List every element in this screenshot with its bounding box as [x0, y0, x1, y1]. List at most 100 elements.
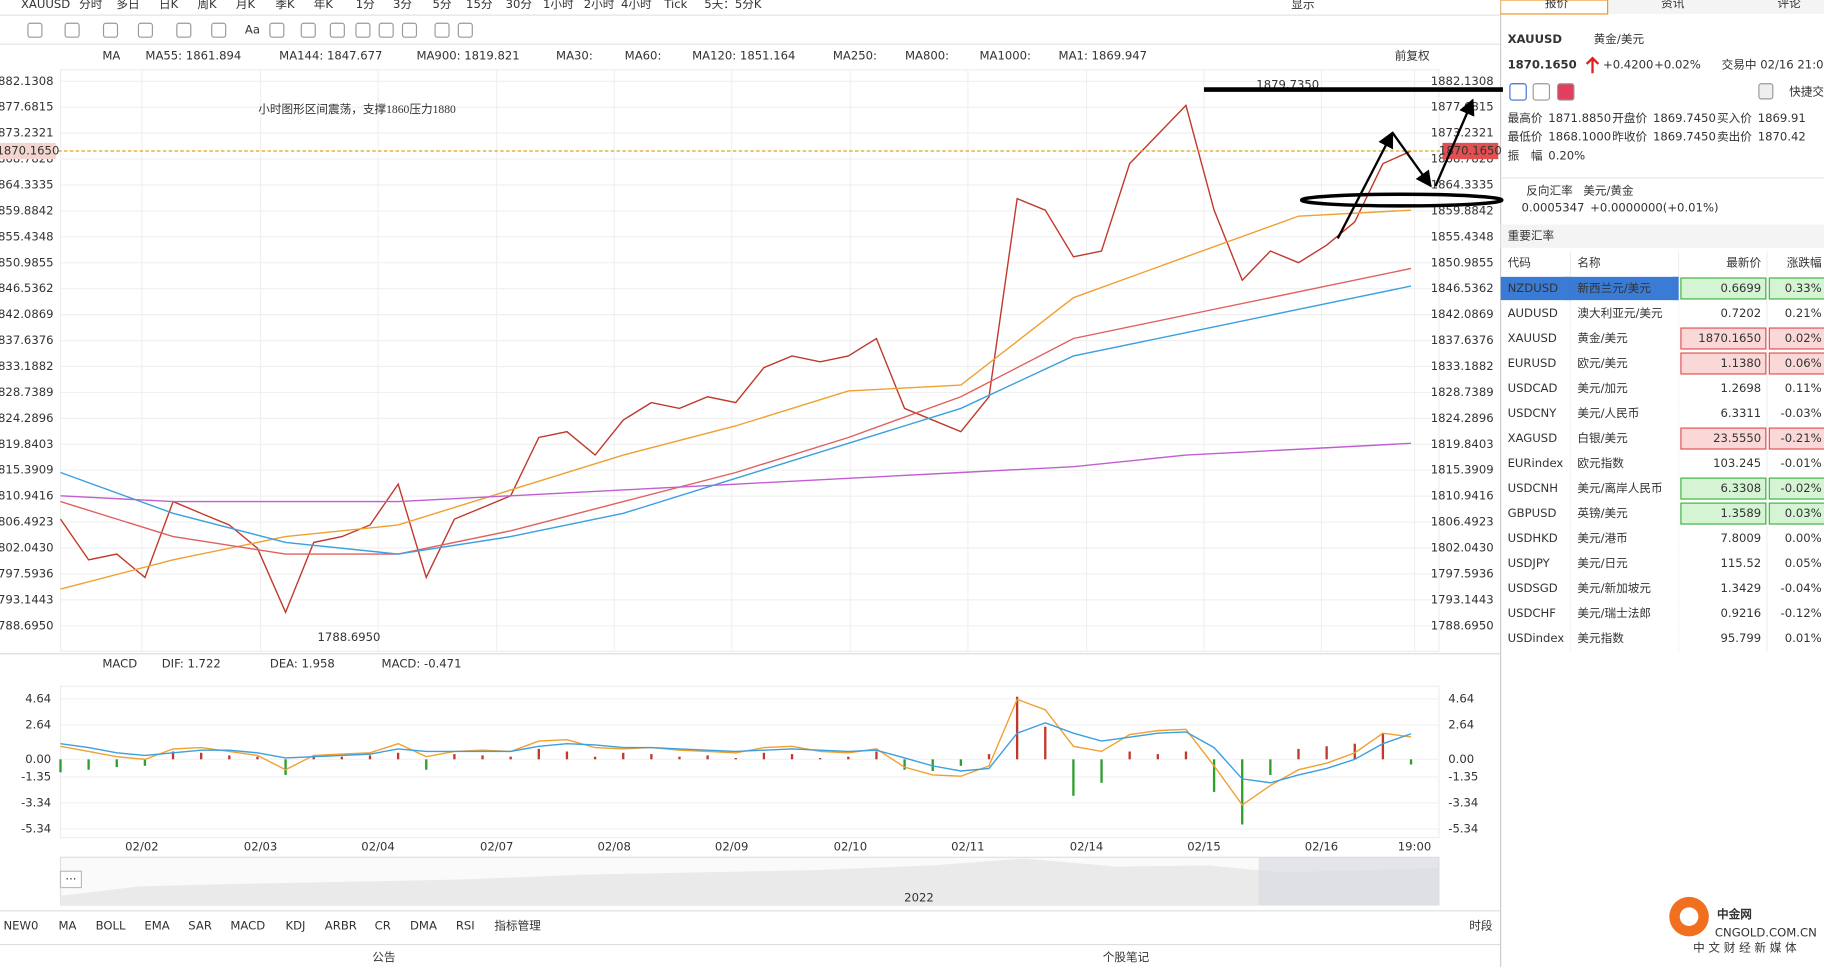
cell-mask	[1672, 526, 1679, 551]
row-code[interactable]: USDJPY	[1508, 556, 1551, 570]
period-tab[interactable]: 30分	[506, 0, 533, 11]
indicator-manage[interactable]: 指标管理	[494, 918, 541, 932]
symbol-tab: XAUUSD	[21, 0, 70, 11]
row-name[interactable]: 澳大利亚元/美元	[1577, 306, 1663, 320]
row-name[interactable]: 欧元/美元	[1577, 356, 1628, 370]
row-name[interactable]: 美元/离岸人民币	[1577, 481, 1662, 495]
indicator-tab[interactable]: BOLL	[96, 918, 126, 932]
row-code[interactable]: AUDUSD	[1508, 306, 1558, 320]
row-code[interactable]: USDindex	[1508, 631, 1565, 645]
session-button[interactable]: 时段	[1469, 918, 1493, 932]
row-code[interactable]: USDCNH	[1508, 481, 1558, 495]
period-tab[interactable]: 周K	[197, 0, 217, 11]
tool-icon[interactable]	[300, 22, 316, 38]
x-tick-label: 02/11	[951, 839, 985, 853]
footer-link[interactable]: 公告	[372, 950, 395, 964]
row-code[interactable]: XAUUSD	[1508, 331, 1557, 345]
indicator-tab[interactable]: CR	[375, 918, 391, 932]
row-code[interactable]: USDHKD	[1508, 531, 1558, 545]
panel-tab[interactable]: 评论	[1777, 0, 1801, 10]
quote-change-pct: +0.02%	[1654, 58, 1701, 72]
period-tab[interactable]: 年K	[314, 0, 334, 11]
indicator-tab[interactable]: RSI	[456, 918, 475, 932]
period-tab[interactable]: 季K	[275, 0, 295, 11]
tool-icon[interactable]	[137, 22, 153, 38]
tool-icon[interactable]	[434, 22, 450, 38]
tool-icon[interactable]	[102, 22, 119, 38]
indicator-tab[interactable]: MA	[58, 918, 76, 932]
period-tab[interactable]: 15分	[466, 0, 493, 11]
period-tab[interactable]: 1分	[356, 0, 375, 11]
quote-alert[interactable]	[1758, 83, 1774, 100]
navigator-more[interactable]	[59, 870, 83, 889]
period-tab[interactable]: 日K	[159, 0, 179, 11]
period-tab[interactable]: 月K	[236, 0, 256, 11]
quote-action[interactable]	[1557, 83, 1575, 101]
period-tab[interactable]: 5分	[433, 0, 452, 11]
row-code[interactable]: USDCHF	[1508, 606, 1557, 620]
macd-bar	[396, 752, 400, 760]
navigator-window[interactable]	[1258, 857, 1439, 905]
row-code[interactable]: EURUSD	[1508, 356, 1557, 370]
row-name[interactable]: 美元/瑞士法郎	[1577, 606, 1651, 620]
row-code[interactable]: NZDUSD	[1508, 281, 1558, 295]
quote-action[interactable]	[1509, 83, 1527, 101]
row-code[interactable]: USDCNY	[1508, 406, 1558, 420]
row-last: 7.8009	[1720, 531, 1761, 545]
period-tab[interactable]: 多日	[116, 0, 139, 11]
row-code[interactable]: EURindex	[1508, 456, 1564, 470]
row-name[interactable]: 黄金/美元	[1577, 331, 1628, 345]
tool-icon[interactable]	[329, 22, 345, 38]
row-name[interactable]: 美元指数	[1577, 631, 1624, 645]
indicator-tab[interactable]: NEW0	[3, 918, 38, 932]
tool-icon[interactable]	[176, 22, 192, 38]
navigator-area	[60, 858, 1439, 905]
row-name[interactable]: 美元/港币	[1577, 531, 1627, 545]
tool-icon[interactable]	[401, 22, 418, 38]
period-tab[interactable]: 分时	[79, 0, 103, 11]
row-code[interactable]: XAGUSD	[1508, 431, 1558, 445]
indicator-tab[interactable]: ARBR	[325, 918, 357, 932]
period-tab[interactable]: Tick	[663, 0, 687, 11]
row-name[interactable]: 欧元指数	[1577, 456, 1624, 470]
row-name[interactable]: 新西兰元/美元	[1577, 281, 1651, 295]
y-tick-label: 2.64	[1448, 717, 1474, 731]
footer-link[interactable]: 个股笔记	[1103, 950, 1150, 964]
period-tab[interactable]: 2小时	[584, 0, 615, 11]
tool-icon[interactable]	[269, 22, 285, 38]
indicator-tab[interactable]: SAR	[188, 918, 212, 932]
adjust-button[interactable]: 前复权	[1395, 48, 1430, 62]
indicator-tab[interactable]: EMA	[144, 918, 169, 932]
macd-bar	[1241, 759, 1244, 825]
period-tab[interactable]: 4小时	[621, 0, 652, 11]
panel-tab[interactable]: 报价	[1545, 0, 1569, 10]
indicator-tab[interactable]: DMA	[410, 918, 437, 932]
row-code[interactable]: USDCAD	[1508, 381, 1558, 395]
quick-trade[interactable]: 快捷交	[1789, 84, 1824, 98]
reverse-pair[interactable]: 美元/黄金	[1583, 183, 1634, 197]
navigator-more-dots: ···	[65, 872, 76, 886]
tool-icon[interactable]	[355, 22, 371, 38]
period-tab[interactable]: 3分	[393, 0, 412, 11]
tool-icon[interactable]	[457, 22, 473, 38]
row-name[interactable]: 美元/人民币	[1577, 406, 1639, 420]
row-code[interactable]: USDSGD	[1508, 581, 1558, 595]
row-code[interactable]: GBPUSD	[1508, 506, 1557, 520]
indicator-tab[interactable]: KDJ	[285, 918, 305, 932]
period-tab[interactable]: 5天：5分K	[704, 0, 762, 11]
tool-icon[interactable]	[64, 22, 80, 38]
tool-icon[interactable]	[378, 22, 394, 38]
display-button[interactable]: 显示	[1291, 0, 1314, 11]
font-button[interactable]: Aa	[245, 23, 260, 37]
quote-action[interactable]	[1532, 83, 1551, 101]
tool-icon[interactable]	[27, 22, 43, 38]
row-name[interactable]: 英镑/美元	[1577, 506, 1628, 520]
row-name[interactable]: 美元/日元	[1577, 556, 1628, 570]
period-tab[interactable]: 1小时	[543, 0, 574, 11]
row-name[interactable]: 白银/美元	[1577, 431, 1628, 445]
tool-icon[interactable]	[211, 22, 227, 38]
indicator-tab[interactable]: MACD	[230, 918, 265, 932]
row-name[interactable]: 美元/新加坡元	[1577, 581, 1651, 595]
row-name[interactable]: 美元/加元	[1577, 381, 1628, 395]
panel-tab[interactable]: 资讯	[1661, 0, 1685, 10]
